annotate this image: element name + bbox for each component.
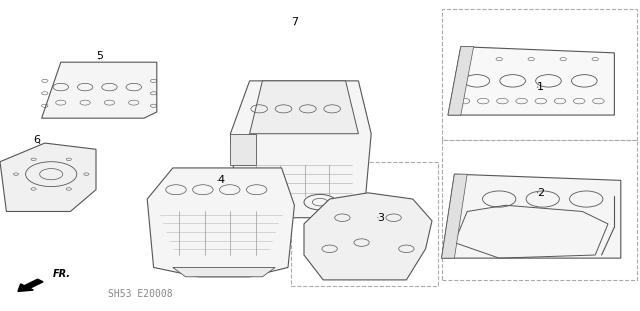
Text: 2: 2 bbox=[537, 188, 545, 198]
Text: 1: 1 bbox=[538, 82, 544, 92]
Text: 7: 7 bbox=[291, 17, 298, 27]
Polygon shape bbox=[147, 168, 294, 277]
Text: 5: 5 bbox=[96, 51, 102, 61]
Polygon shape bbox=[230, 134, 256, 165]
Polygon shape bbox=[250, 81, 358, 134]
Text: FR.: FR. bbox=[53, 269, 71, 279]
FancyArrow shape bbox=[18, 279, 43, 291]
Polygon shape bbox=[448, 47, 474, 115]
Text: 6: 6 bbox=[34, 135, 40, 145]
Text: SH53 E20008: SH53 E20008 bbox=[109, 289, 173, 299]
Polygon shape bbox=[442, 174, 467, 258]
Polygon shape bbox=[42, 62, 157, 118]
Text: 3: 3 bbox=[378, 213, 384, 223]
Polygon shape bbox=[173, 267, 275, 277]
Polygon shape bbox=[230, 81, 371, 218]
Polygon shape bbox=[448, 47, 614, 115]
Bar bbox=[291, 162, 438, 286]
Polygon shape bbox=[304, 193, 432, 280]
Bar bbox=[442, 140, 637, 280]
Text: 4: 4 bbox=[217, 175, 225, 185]
Polygon shape bbox=[0, 143, 96, 211]
Polygon shape bbox=[442, 174, 621, 258]
Bar bbox=[442, 9, 637, 140]
